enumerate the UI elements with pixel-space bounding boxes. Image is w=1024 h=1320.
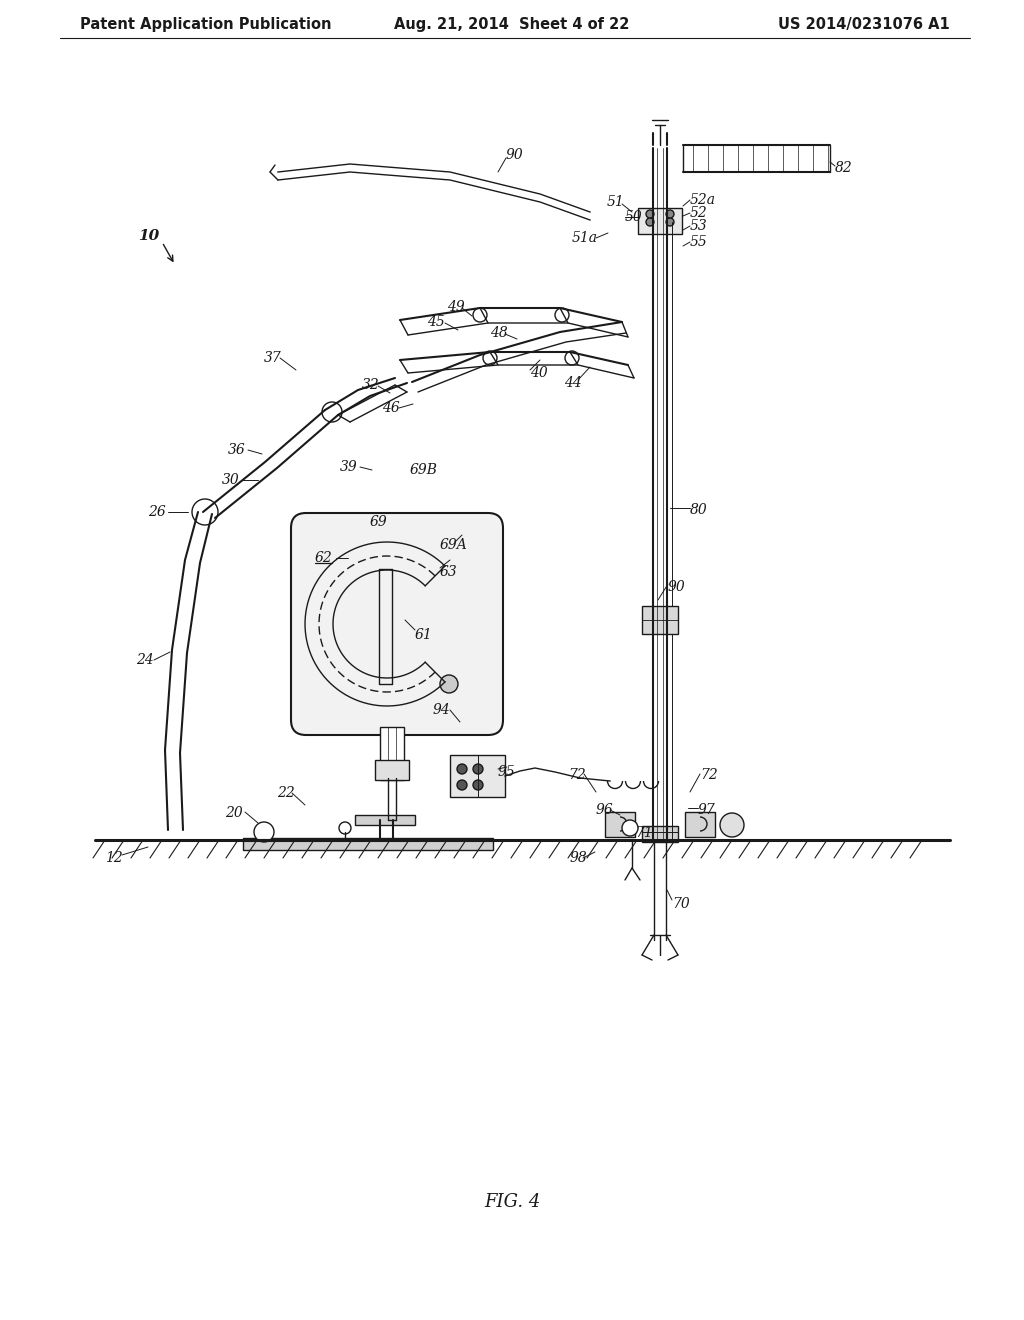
Circle shape — [322, 403, 342, 422]
Circle shape — [666, 218, 674, 226]
Text: 39: 39 — [340, 459, 357, 474]
Bar — [243, 838, 493, 850]
Text: 95: 95 — [498, 766, 516, 779]
Circle shape — [473, 308, 487, 322]
Bar — [380, 727, 404, 780]
Circle shape — [720, 813, 744, 837]
Bar — [375, 760, 409, 780]
Text: 20: 20 — [225, 807, 243, 820]
Text: Patent Application Publication: Patent Application Publication — [80, 17, 332, 33]
Text: 51a: 51a — [572, 231, 598, 246]
Text: 48: 48 — [490, 326, 508, 341]
Bar — [642, 826, 678, 842]
Circle shape — [473, 764, 483, 774]
Text: 37: 37 — [264, 351, 282, 366]
Text: 50: 50 — [625, 210, 643, 224]
Bar — [638, 209, 682, 234]
Text: 32: 32 — [362, 378, 380, 392]
Text: 46: 46 — [382, 401, 399, 414]
Circle shape — [622, 820, 638, 836]
Text: 69B: 69B — [410, 463, 438, 477]
Circle shape — [646, 218, 654, 226]
Text: 96: 96 — [596, 803, 613, 817]
Text: 70: 70 — [672, 898, 690, 911]
Text: US 2014/0231076 A1: US 2014/0231076 A1 — [778, 17, 950, 33]
Text: 45: 45 — [427, 315, 444, 329]
Circle shape — [440, 675, 458, 693]
Text: 26: 26 — [148, 506, 166, 519]
Circle shape — [339, 822, 351, 834]
Text: 94: 94 — [433, 704, 451, 717]
Bar — [450, 755, 505, 797]
Circle shape — [565, 351, 579, 366]
Text: 71: 71 — [635, 826, 652, 840]
Text: 52a: 52a — [690, 193, 716, 207]
Text: 40: 40 — [530, 366, 548, 380]
Circle shape — [483, 351, 497, 366]
Bar — [642, 606, 678, 634]
Text: 55: 55 — [690, 235, 708, 249]
Text: 12: 12 — [105, 851, 123, 865]
Text: 98: 98 — [570, 851, 588, 865]
Circle shape — [254, 822, 274, 842]
Circle shape — [193, 499, 218, 525]
Text: FIG. 4: FIG. 4 — [483, 1193, 541, 1210]
Bar — [685, 812, 715, 837]
Text: 49: 49 — [447, 300, 465, 314]
Circle shape — [473, 780, 483, 789]
Text: 22: 22 — [278, 785, 295, 800]
Circle shape — [666, 210, 674, 218]
FancyBboxPatch shape — [291, 513, 503, 735]
Text: 36: 36 — [228, 444, 246, 457]
Text: 30: 30 — [222, 473, 240, 487]
Text: 61: 61 — [415, 628, 433, 642]
Text: 97: 97 — [698, 803, 716, 817]
Text: 44: 44 — [564, 376, 582, 389]
Text: 80: 80 — [690, 503, 708, 517]
Bar — [605, 812, 635, 837]
Text: 24: 24 — [136, 653, 154, 667]
Text: 90: 90 — [668, 579, 686, 594]
Text: 53: 53 — [690, 219, 708, 234]
Text: 82: 82 — [835, 161, 853, 176]
Text: 72: 72 — [700, 768, 718, 781]
Text: 90: 90 — [506, 148, 523, 162]
Circle shape — [457, 780, 467, 789]
Circle shape — [646, 210, 654, 218]
Text: 69: 69 — [370, 515, 388, 529]
Text: Aug. 21, 2014  Sheet 4 of 22: Aug. 21, 2014 Sheet 4 of 22 — [394, 17, 630, 33]
Circle shape — [555, 308, 569, 322]
Text: 72: 72 — [568, 768, 586, 781]
Text: 52: 52 — [690, 206, 708, 220]
Circle shape — [457, 764, 467, 774]
Text: 63: 63 — [440, 565, 458, 579]
Text: 62: 62 — [315, 550, 333, 565]
Text: 10: 10 — [138, 228, 160, 243]
Text: 51: 51 — [607, 195, 625, 209]
Bar — [355, 814, 415, 825]
Text: 69A: 69A — [440, 539, 468, 552]
